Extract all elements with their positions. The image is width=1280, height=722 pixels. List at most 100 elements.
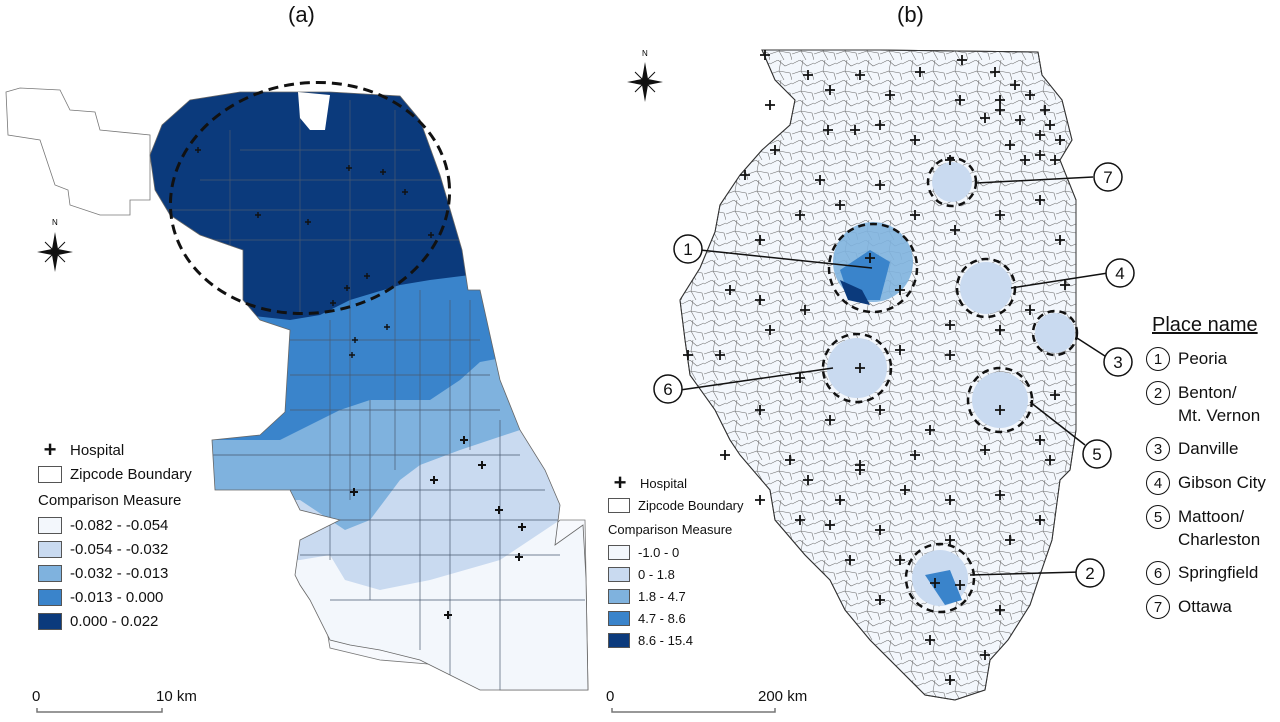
hospital-marker — [795, 515, 805, 525]
hospital-marker — [925, 425, 935, 435]
hospital-marker — [995, 95, 1005, 105]
place-item: 7 Ottawa — [1146, 595, 1266, 619]
hospital-marker — [803, 475, 813, 485]
panel-b-label: (b) — [897, 2, 924, 27]
legend-a-class-2: -0.032 - -0.013 — [38, 561, 192, 585]
city-outline — [149, 91, 589, 691]
legend-b: + Hospital Zipcode Boundary Comparison M… — [608, 472, 744, 651]
hospital-marker — [930, 578, 940, 588]
legend-b-class-swatch — [608, 544, 630, 560]
legend-a-title: Comparison Measure — [38, 492, 182, 509]
hospital-marker — [910, 450, 920, 460]
hospital-marker — [765, 325, 775, 335]
legend-a: + Hospital Zipcode Boundary Comparison M… — [38, 438, 192, 633]
hospital-marker — [895, 555, 905, 565]
legend-b-class-0: -1.0 - 0 — [608, 541, 744, 563]
legend-b-hospital: + Hospital — [608, 472, 744, 494]
legend-a-hospital: + Hospital — [38, 438, 192, 462]
hospital-marker — [875, 120, 885, 130]
hospital-cross-icon: + — [43, 437, 57, 462]
legend-a-classes: -0.082 - -0.054 -0.054 - -0.032 -0.032 - -… — [38, 513, 192, 633]
hospital-marker — [835, 200, 845, 210]
hospital-marker — [1050, 390, 1060, 400]
cluster-highlight-ellipse — [168, 80, 452, 316]
hospital-marker — [990, 67, 1000, 77]
hospital-marker — [995, 325, 1005, 335]
legend-a-class-label: -0.032 - -0.013 — [70, 564, 169, 582]
legend-a-class-label: -0.082 - -0.054 — [70, 516, 169, 534]
hospital-marker — [875, 180, 885, 190]
place-name: Peoria — [1178, 349, 1228, 368]
place-item: 5 Mattoon/ Charleston — [1146, 505, 1266, 551]
place-number-badge: 6 — [1146, 561, 1170, 585]
legend-b-class-3: 4.7 - 8.6 — [608, 607, 744, 629]
hospital-marker — [1020, 155, 1030, 165]
hospital-marker — [1045, 455, 1055, 465]
place-number-badge: 4 — [1146, 471, 1170, 495]
hospital-marker — [945, 155, 955, 165]
hospital-marker — [825, 415, 835, 425]
legend-a-class-swatch — [38, 540, 62, 558]
hospital-marker — [875, 595, 885, 605]
hospital-marker — [785, 455, 795, 465]
hospital-marker — [1005, 535, 1015, 545]
scale-b-end: 200 km — [758, 688, 808, 705]
hospital-marker — [915, 67, 925, 77]
callout-6: 6 — [663, 380, 672, 399]
hospital-marker — [957, 55, 967, 65]
hospital-marker — [1010, 80, 1020, 90]
hospital-marker — [803, 70, 813, 80]
hospital-marker — [895, 345, 905, 355]
legend-b-class-swatch — [608, 610, 630, 626]
hospital-marker — [875, 525, 885, 535]
hospital-marker — [995, 210, 1005, 220]
legend-a-class-swatch — [38, 588, 62, 606]
place-name: Mattoon/ Charleston — [1178, 507, 1261, 549]
place-item: 2 Benton/ Mt. Vernon — [1146, 381, 1266, 427]
place-number-badge: 7 — [1146, 595, 1170, 619]
hospital-marker — [950, 225, 960, 235]
hospital-marker — [1050, 155, 1060, 165]
callout-5: 5 — [1092, 445, 1101, 464]
callout-leaders — [679, 176, 1109, 576]
place-number-badge: 1 — [1146, 347, 1170, 371]
legend-a-class-swatch — [38, 564, 62, 582]
place-name: Benton/ Mt. Vernon — [1178, 383, 1261, 425]
hospital-marker — [845, 555, 855, 565]
hospital-marker — [1035, 515, 1045, 525]
callout-3: 3 — [1113, 353, 1122, 372]
legend-b-class-swatch — [608, 632, 630, 648]
hospital-marker — [910, 135, 920, 145]
hospital-marker — [1025, 305, 1035, 315]
place-number-badge: 5 — [1146, 505, 1170, 529]
legend-a-class-label: -0.054 - -0.032 — [70, 540, 169, 558]
hospital-marker — [895, 285, 905, 295]
legend-a-class-3: -0.013 - 0.000 — [38, 585, 192, 609]
hospital-marker — [720, 450, 730, 460]
hospital-marker — [835, 495, 845, 505]
hospital-marker — [955, 95, 965, 105]
legend-b-classes: -1.0 - 0 0 - 1.8 1.8 - 4.7 4.7 - 8.6 8.6 - 1… — [608, 541, 744, 651]
hospital-marker — [765, 100, 775, 110]
scale-bar-b — [611, 708, 776, 713]
suburb-boundary-area — [5, 87, 151, 216]
hospital-marker — [955, 580, 965, 590]
legend-a-boundary: Zipcode Boundary — [38, 462, 192, 486]
hospital-marker — [855, 70, 865, 80]
legend-b-class-label: 1.8 - 4.7 — [638, 588, 686, 604]
north-letter-a: N — [52, 218, 58, 227]
hotspot-fills — [827, 162, 1075, 606]
hotspot-circles — [821, 156, 1079, 614]
hospital-marker — [1025, 90, 1035, 100]
north-letter-b: N — [642, 49, 648, 58]
hospital-markers-b — [683, 50, 1070, 685]
hospital-marker — [800, 305, 810, 315]
legend-b-class-swatch — [608, 566, 630, 582]
legend-a-class-0: -0.082 - -0.054 — [38, 513, 192, 537]
hospital-marker — [945, 675, 955, 685]
legend-a-class-swatch — [38, 612, 62, 630]
callout-2: 2 — [1085, 564, 1094, 583]
legend-a-class-1: -0.054 - -0.032 — [38, 537, 192, 561]
hospital-marker — [755, 295, 765, 305]
place-item: 6 Springfield — [1146, 561, 1266, 585]
